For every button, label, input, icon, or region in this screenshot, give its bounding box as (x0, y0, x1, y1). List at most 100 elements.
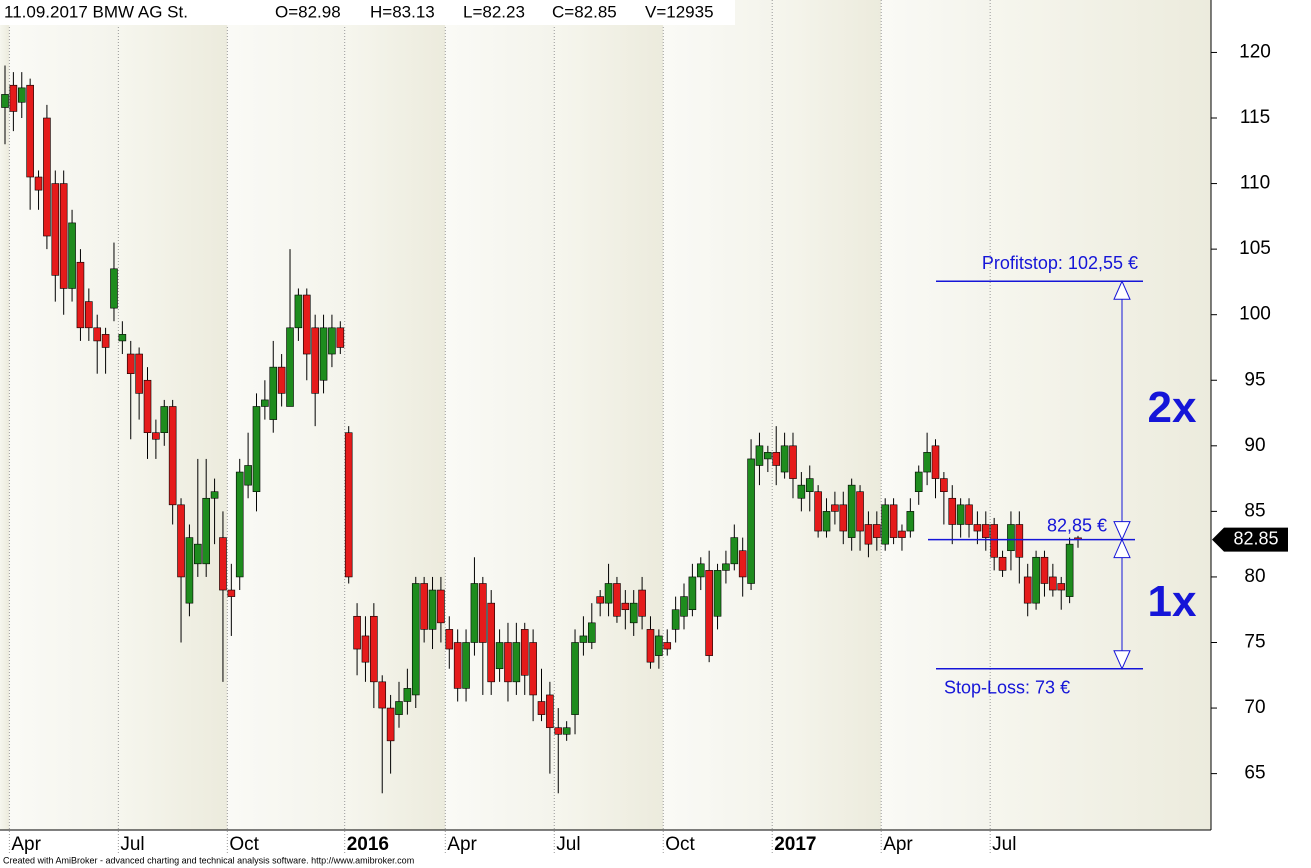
candle-body (26, 84, 34, 178)
candle-body (579, 635, 588, 643)
quarter-band (9, 0, 119, 830)
candle-body (722, 563, 730, 571)
candle-body (814, 491, 822, 532)
candle-body (981, 524, 990, 538)
y-tick-label: 95 (1244, 369, 1265, 390)
candle-body (453, 642, 462, 689)
candle-body (17, 87, 26, 103)
candle-body (135, 353, 143, 394)
candle-body (344, 432, 353, 578)
candle-body (353, 615, 361, 650)
arrow-head (1113, 521, 1131, 541)
x-tick-label: Jul (120, 834, 144, 855)
candle-body (529, 642, 537, 696)
quarter-band (554, 0, 664, 830)
chart-title: 11.09.2017 BMW AG St. (4, 2, 188, 21)
ohlc-header: O=82.98 H=83.13 L=82.23 C=82.85 V=12935 (275, 2, 714, 21)
candle-body (261, 399, 269, 407)
candle-body (914, 471, 923, 493)
candle-body (638, 589, 646, 617)
level-label: Profitstop: 102,55 € (982, 253, 1138, 273)
y-tick-label: 100 (1239, 304, 1271, 325)
level-label: Stop-Loss: 73 € (944, 677, 1070, 697)
y-tick-label: 115 (1240, 107, 1270, 128)
candle-body (411, 583, 420, 696)
candle-body (235, 471, 244, 578)
candle-body (202, 497, 210, 565)
candle-body (51, 183, 60, 276)
candle-body (629, 602, 638, 624)
candle-body (537, 701, 546, 715)
candle-body (437, 589, 445, 624)
arrow-head (1113, 280, 1131, 300)
candle-body (34, 176, 43, 191)
candle-body (1015, 524, 1024, 558)
candle-body (604, 583, 613, 604)
candle-body (847, 484, 856, 538)
candle-body (428, 589, 437, 630)
candle-body (747, 458, 755, 584)
candle-body (948, 497, 957, 525)
candle-body (646, 629, 655, 663)
candle-body (101, 334, 110, 348)
candle-body (730, 537, 739, 565)
candle-body (462, 642, 470, 689)
candle-body (445, 629, 454, 650)
candle-body (59, 183, 68, 289)
candle-body (571, 642, 579, 715)
candle-body (76, 261, 85, 329)
candle-body (68, 222, 76, 289)
candle-body (990, 524, 998, 558)
candles (1, 65, 1082, 794)
candle-body (110, 268, 118, 309)
candle-body (822, 511, 831, 532)
candle-body (797, 484, 806, 499)
x-tick-label: Apr (883, 834, 913, 855)
candle-body (965, 504, 973, 525)
candle-body (864, 524, 873, 545)
candle-body (839, 504, 848, 532)
y-tick-label: 75 (1244, 632, 1265, 653)
candle-body (386, 707, 395, 742)
candle-body (663, 642, 672, 650)
candle-body (1007, 524, 1015, 552)
candle-body (671, 609, 680, 630)
candle-body (160, 406, 169, 434)
candle-body (554, 727, 563, 735)
ratio-label: 1x (1148, 577, 1197, 626)
y-tick-label: 110 (1240, 173, 1270, 194)
candle-body (177, 504, 185, 578)
candle-body (923, 452, 931, 473)
arrow-head (1113, 650, 1131, 670)
candle-body (85, 301, 93, 329)
ohlc-label: H=83.13 (370, 2, 435, 21)
quarter-band (990, 0, 1211, 830)
candle-body (1040, 556, 1049, 584)
candle-body (688, 576, 697, 611)
candle-body (898, 530, 906, 538)
candle-body (705, 570, 713, 656)
footer: Created with AmiBroker - advanced charti… (3, 855, 414, 865)
candle-body (940, 478, 948, 493)
candle-body (562, 727, 571, 735)
x-tick-label: 2017 (774, 834, 816, 855)
candle-body (831, 504, 839, 512)
quarter-band (344, 0, 446, 830)
candle-body (194, 543, 202, 565)
quarter-band (663, 0, 773, 830)
candle-body (805, 478, 814, 493)
candle-body (587, 622, 596, 643)
x-tick-label: Jul (556, 834, 580, 855)
candle-body (286, 327, 294, 407)
candle-body (470, 583, 479, 643)
candle-body (764, 452, 772, 460)
x-tick-label: Apr (447, 834, 477, 855)
candle-body (168, 406, 177, 506)
level-label: 82,85 € (1047, 515, 1107, 535)
background (0, 0, 1211, 830)
quarter-band (0, 0, 10, 830)
candle-body (713, 570, 722, 617)
candle-body (118, 334, 127, 342)
candle-body (319, 327, 328, 381)
candle-body (361, 635, 370, 663)
